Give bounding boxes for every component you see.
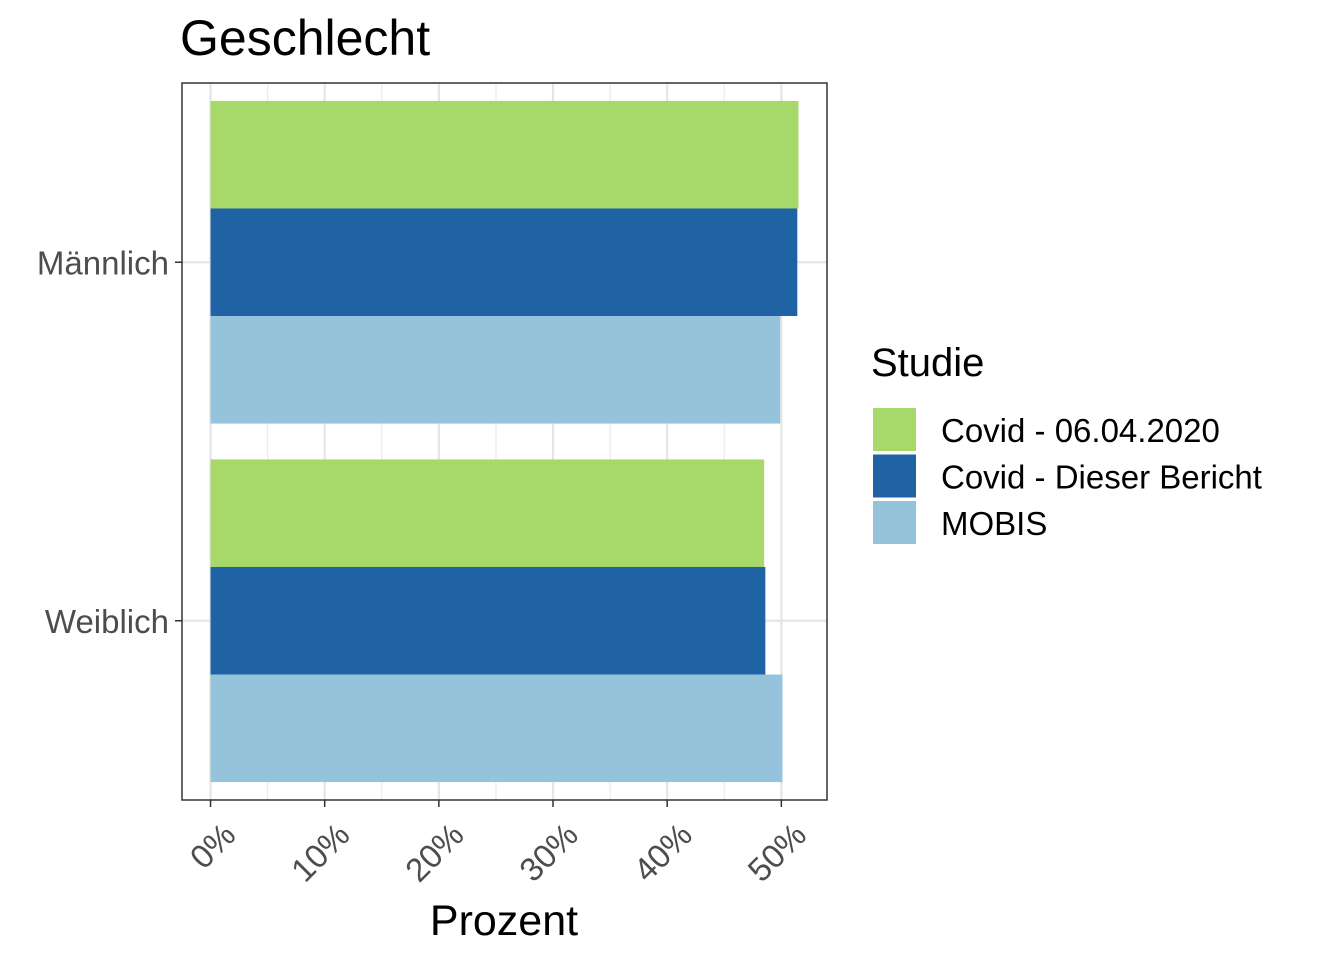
x-tick-label: 10% <box>284 816 357 889</box>
plot-panel-border <box>181 82 828 801</box>
bar <box>210 674 783 783</box>
x-axis-title: Prozent <box>430 897 578 945</box>
legend-swatch <box>873 454 916 498</box>
bar <box>210 459 765 567</box>
legend-label: Covid - 06.04.2020 <box>941 412 1220 449</box>
x-tick-label: 30% <box>512 816 585 889</box>
x-tick-label: 40% <box>626 816 699 889</box>
bar <box>210 100 799 209</box>
bar <box>210 316 781 424</box>
bar <box>210 566 766 675</box>
legend-items: Covid - 06.04.2020 Covid - Dieser Bericht… <box>873 408 1262 544</box>
legend-swatch <box>873 501 916 544</box>
chart-title: Geschlecht <box>180 10 430 66</box>
legend-label: Covid - Dieser Bericht <box>941 459 1262 496</box>
x-tick-label: 0% <box>183 816 243 876</box>
bar <box>210 208 798 317</box>
y-tick-label: Weiblich <box>45 603 169 640</box>
x-tick-label: 50% <box>740 816 813 889</box>
y-tick-label: Männlich <box>37 244 169 281</box>
bars <box>210 100 799 783</box>
legend: Studie Covid - 06.04.2020 Covid - Dieser … <box>871 341 1262 544</box>
legend-title: Studie <box>871 341 984 385</box>
x-tick-label: 20% <box>398 816 471 889</box>
legend-label: MOBIS <box>941 505 1047 542</box>
legend-swatch <box>873 408 916 451</box>
